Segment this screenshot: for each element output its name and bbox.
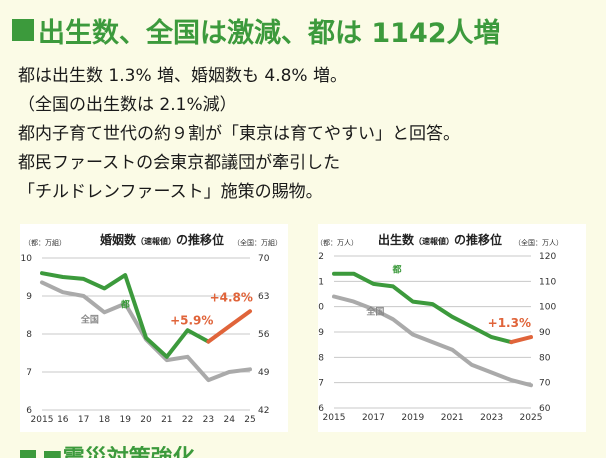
left-tick-label: 10 — [21, 254, 33, 264]
left-axis-label: （都：万人） — [318, 239, 358, 247]
series-line-都 — [332, 271, 514, 345]
marriage-chart: 婚姻数（速報値）の推移位 （都：万組） （全国：万組） 6 42 7 49 8 56 9 63 10 7… — [21, 232, 282, 425]
right-axis-label: （全国：万組） — [233, 238, 282, 247]
annotation-label: 都 — [392, 263, 402, 275]
annotation-label: 全国 — [80, 314, 99, 326]
x-tick-label: 20 — [140, 415, 152, 425]
right-tick-label: 63 — [258, 292, 269, 302]
annotation-label: +4.8% — [210, 291, 253, 305]
right-tick-label: 120 — [539, 252, 556, 262]
x-tick-label: 2017 — [362, 413, 385, 423]
x-tick-label: 18 — [99, 415, 111, 425]
annotation-label: 都 — [120, 298, 130, 310]
headline: 出生数、全国は激減、都は 1142人増 — [12, 6, 602, 54]
x-tick-label: 2015 — [31, 415, 54, 425]
birth-chart: 出生数（速報値）の推移位 （都：万人） （全国：万人） 6 60 7 70 8 80 9 90 10 1… — [318, 232, 563, 423]
body-line: （全国の出生数は 2.1%減） — [18, 95, 237, 115]
chart-title: 婚姻数（速報値）の推移位 — [100, 232, 224, 247]
left-tick-label: 10 — [318, 303, 324, 313]
series-line-都（増加） — [509, 335, 533, 345]
right-tick-label: 42 — [258, 406, 269, 416]
chart-title: 出生数（速報値）の推移位 — [378, 232, 502, 247]
next-section-heading: ■震災対策強化 — [20, 446, 340, 458]
x-tick-label: 24 — [223, 415, 235, 425]
x-tick-label: 2021 — [441, 413, 464, 423]
marriage-chart-panel: 婚姻数（速報値）の推移位 （都：万組） （全国：万組） 6 42 7 49 8 56 9 63 10 7… — [20, 224, 288, 432]
right-axis-label: （全国：万人） — [514, 238, 563, 247]
right-tick-label: 70 — [258, 254, 270, 264]
left-tick-label: 8 — [318, 353, 324, 363]
x-tick-label: 25 — [244, 415, 255, 425]
right-tick-label: 56 — [258, 330, 270, 340]
left-axis-label: （都：万組） — [24, 238, 66, 247]
body-text: 都は出生数 1.3% 増、婚姻数も 4.8% 増。 （全国の出生数は 2.1%減… — [18, 62, 602, 207]
x-tick-label: 2025 — [520, 413, 543, 423]
left-tick-label: 8 — [26, 330, 32, 340]
annotation-label: 全国 — [365, 305, 384, 317]
annotation-label: +5.9% — [170, 314, 213, 328]
right-tick-label: 100 — [539, 303, 556, 313]
x-tick-label: 17 — [78, 415, 89, 425]
series-line-都（増加） — [206, 309, 252, 344]
right-tick-label: 70 — [539, 379, 551, 389]
left-tick-label: 9 — [26, 292, 32, 302]
x-tick-label: 19 — [119, 415, 131, 425]
birth-chart-panel: 出生数（速報値）の推移位 （都：万人） （全国：万人） 6 60 7 70 8 80 9 90 10 1… — [318, 224, 586, 432]
right-tick-label: 90 — [539, 328, 551, 338]
next-heading-square-icon — [20, 450, 36, 458]
body-line: 都内子育て世代の約９割が「東京は育てやすい」と回答。 — [18, 124, 460, 144]
x-tick-label: 22 — [182, 415, 193, 425]
annotation-label: +1.3% — [488, 316, 531, 330]
next-heading-text: ■震災対策強化 — [42, 446, 195, 458]
left-tick-label: 7 — [318, 379, 324, 389]
body-line: 「チルドレンファースト」施策の賜物。 — [18, 182, 323, 202]
right-tick-label: 49 — [258, 368, 270, 378]
body-line: 都民ファーストの会東京都議団が牽引した — [18, 153, 341, 173]
series-line-都 — [40, 271, 211, 359]
x-tick-label: 2019 — [401, 413, 424, 423]
body-line: 都は出生数 1.3% 増、婚姻数も 4.8% 増。 — [18, 66, 347, 86]
x-tick-label: 21 — [161, 415, 172, 425]
headline-text: 出生数、全国は激減、都は 1142人増 — [38, 17, 501, 49]
left-tick-label: 9 — [318, 328, 324, 338]
series-line-全国 — [332, 294, 533, 388]
left-tick-label: 11 — [318, 277, 324, 287]
x-tick-label: 16 — [57, 415, 69, 425]
right-tick-label: 80 — [539, 353, 551, 363]
left-tick-label: 12 — [318, 252, 324, 262]
left-tick-label: 7 — [26, 368, 32, 378]
right-tick-label: 110 — [539, 277, 556, 287]
x-tick-label: 2015 — [323, 413, 346, 423]
x-tick-label: 23 — [203, 415, 214, 425]
x-tick-label: 2023 — [480, 413, 503, 423]
left-tick-label: 6 — [26, 406, 32, 416]
headline-square-icon — [12, 19, 34, 41]
right-tick-label: 60 — [539, 404, 551, 414]
left-tick-label: 6 — [318, 404, 324, 414]
